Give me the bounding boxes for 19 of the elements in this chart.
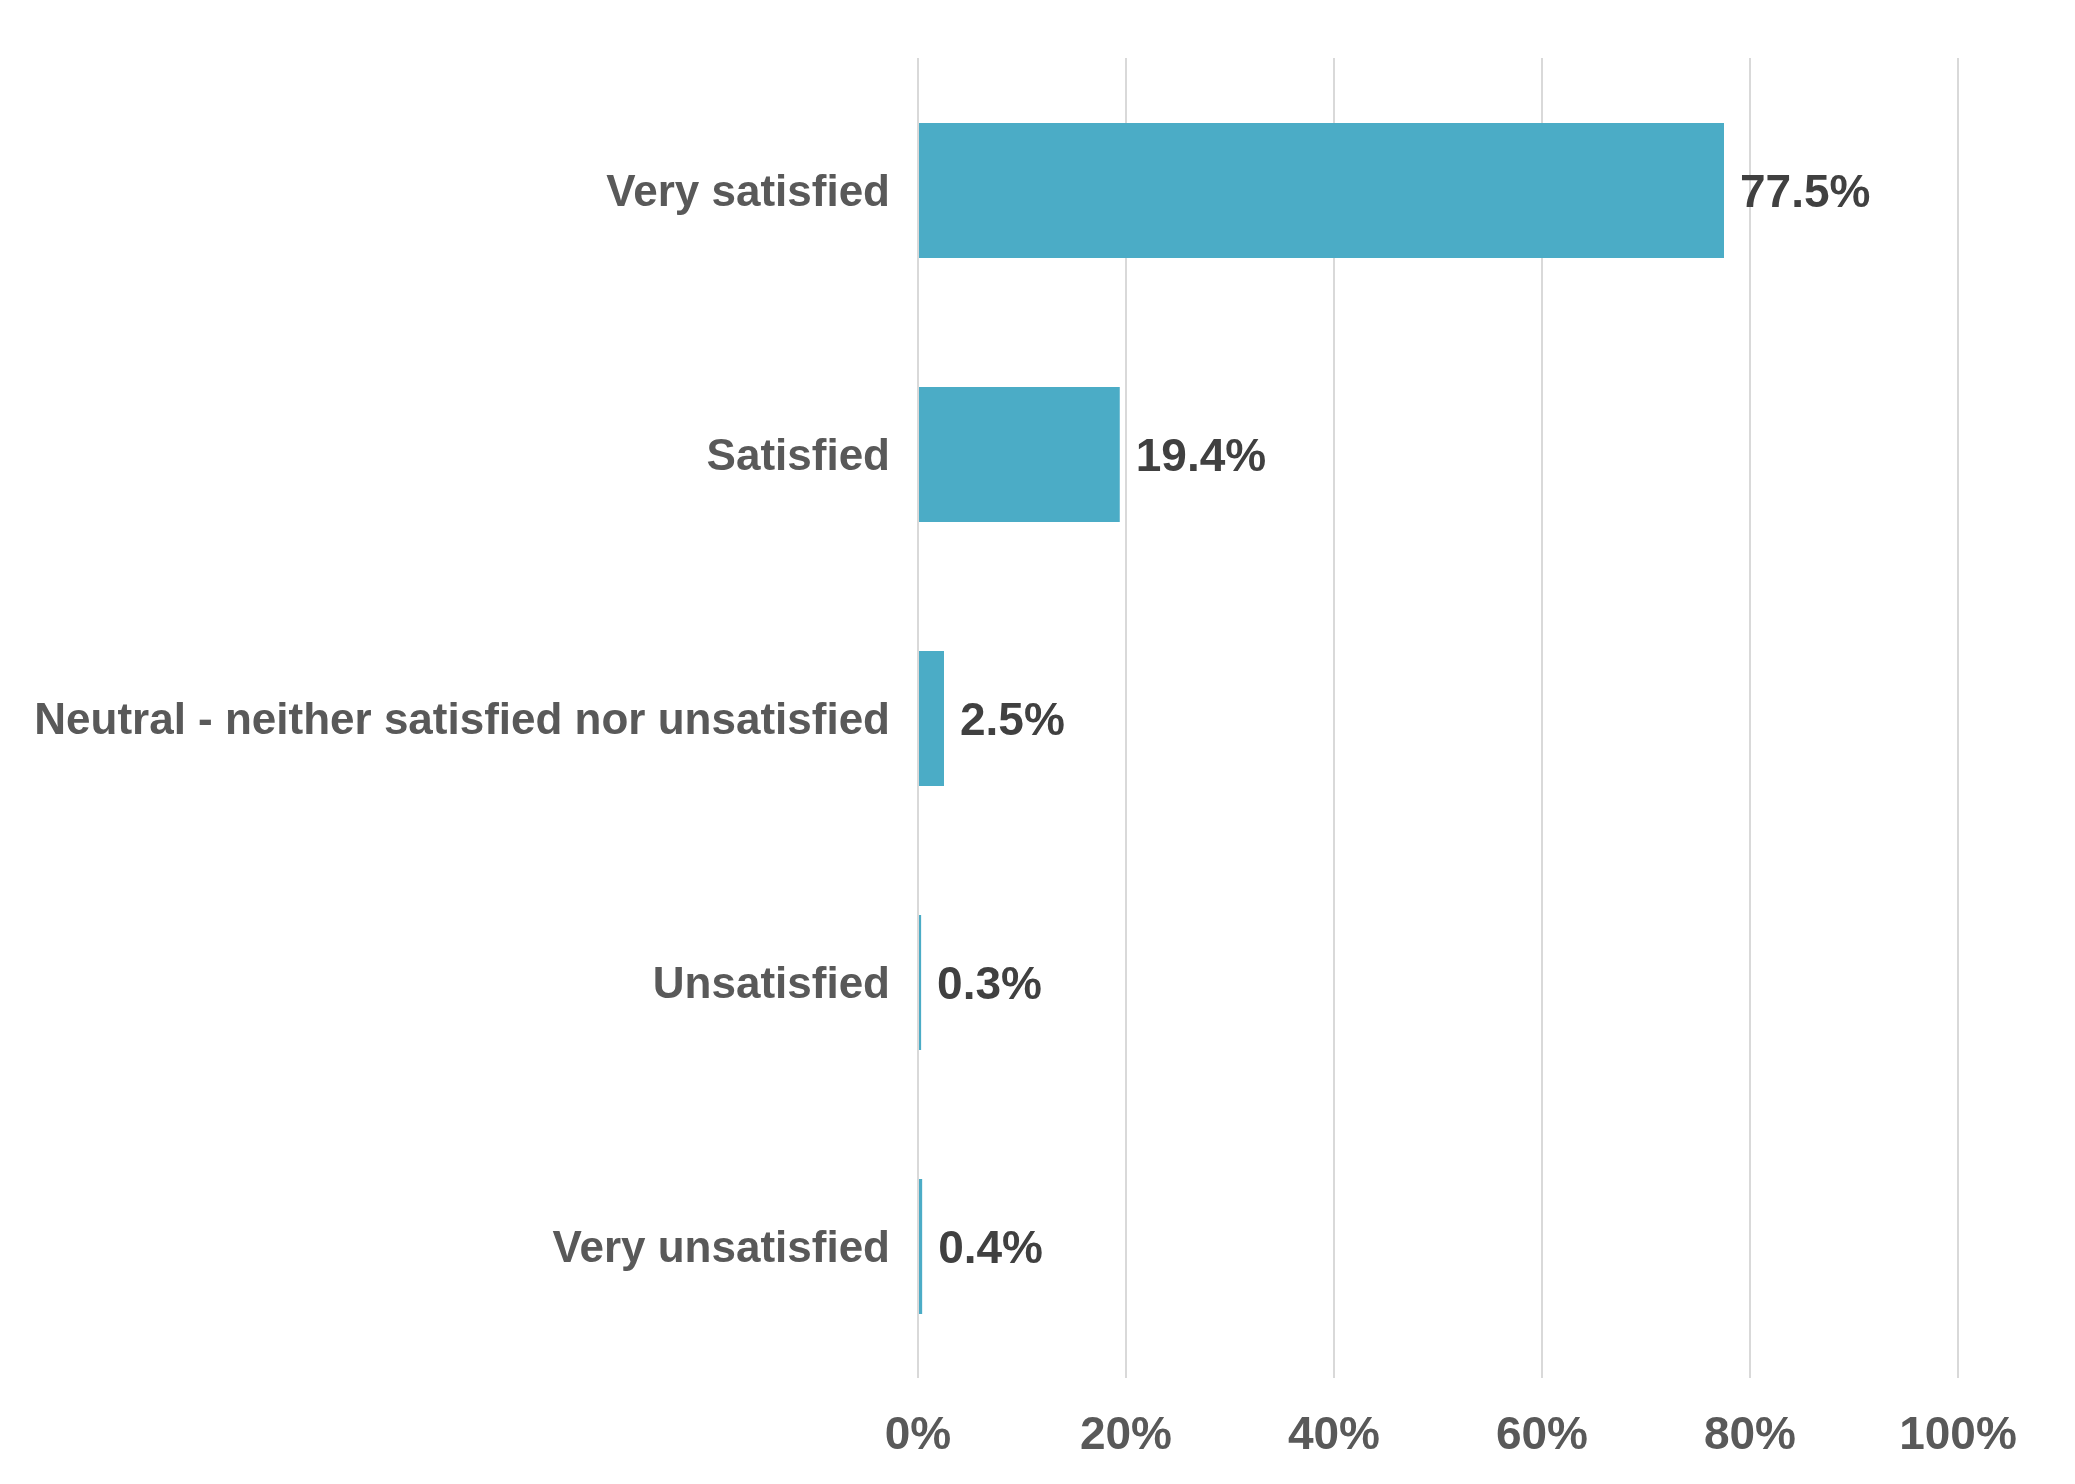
y-tick-label: Very satisfied [606, 165, 890, 215]
x-tick-label: 20% [1079, 1406, 1173, 1459]
y-tick-label: Very unsatisfied [552, 1221, 890, 1271]
data-label: 77.5% [1740, 164, 1871, 217]
data-label: 0.4% [938, 1220, 1044, 1273]
y-tick-label: Satisfied [706, 429, 890, 479]
bar [918, 387, 1120, 522]
data-label: 0.3% [937, 956, 1042, 1009]
y-tick-label: Unsatisfied [652, 957, 890, 1007]
data-label: 19.4% [1135, 428, 1267, 481]
data-label: 2.5% [960, 692, 1065, 745]
x-tick-label: 60% [1495, 1406, 1589, 1459]
bar [918, 123, 1724, 258]
x-tick-label: 100% [1899, 1406, 2017, 1459]
bar [918, 651, 944, 786]
x-tick-label: 40% [1287, 1406, 1381, 1459]
x-tick-label: 0% [884, 1406, 952, 1459]
y-tick-label: Neutral - neither satisfied nor unsatisfied [34, 693, 890, 743]
x-tick-label: 80% [1703, 1406, 1797, 1459]
